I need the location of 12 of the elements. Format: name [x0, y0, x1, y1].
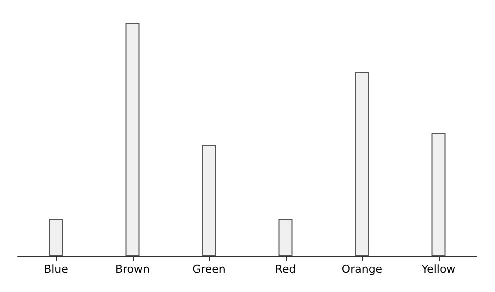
bar [432, 133, 446, 256]
bar [49, 219, 64, 256]
x-tick-label: Orange [342, 263, 383, 276]
bar [355, 72, 370, 256]
x-tick-label: Green [192, 263, 226, 276]
bar [278, 219, 293, 256]
bar [126, 23, 140, 256]
x-tick-label: Yellow [420, 263, 456, 276]
bar [202, 146, 216, 256]
x-tick-label: Blue [44, 263, 69, 276]
x-tick-label: Brown [115, 263, 150, 276]
x-tick-label: Red [275, 263, 296, 276]
